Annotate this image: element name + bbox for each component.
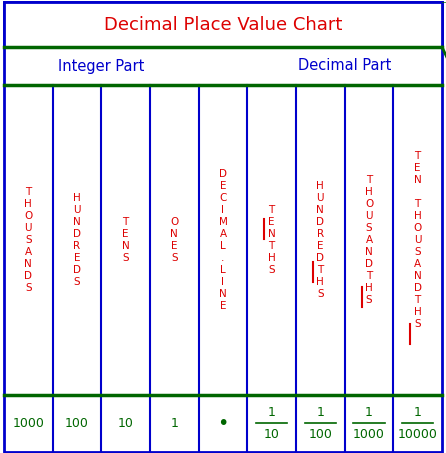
- Text: T
E
N
T
H
S: T E N T H S: [268, 205, 276, 275]
- Text: Decimal Part: Decimal Part: [298, 58, 391, 73]
- Text: T
E
N
S: T E N S: [122, 217, 129, 263]
- Text: Integer Part: Integer Part: [58, 58, 145, 73]
- Text: •: •: [217, 414, 229, 433]
- Text: T
H
O
U
S
A
N
D
T
H
S: T H O U S A N D T H S: [365, 175, 373, 305]
- Text: Decimal Place Value Chart: Decimal Place Value Chart: [104, 15, 342, 34]
- Text: 1: 1: [316, 406, 324, 419]
- Text: H
U
N
D
R
E
D
S: H U N D R E D S: [73, 193, 81, 287]
- Text: 100: 100: [308, 429, 332, 442]
- Text: H
U
N
D
R
E
D
T
H
S: H U N D R E D T H S: [316, 181, 324, 299]
- Text: 1: 1: [170, 417, 178, 430]
- Bar: [4, 2, 442, 47]
- Text: T
E
N
 
T
H
O
U
S
A
N
D
T
H
S: T E N T H O U S A N D T H S: [413, 151, 422, 329]
- Text: 1000: 1000: [12, 417, 44, 430]
- Text: 100: 100: [65, 417, 89, 430]
- Text: 1: 1: [414, 406, 421, 419]
- Text: D
E
C
I
M
A
L
.
L
I
N
E: D E C I M A L . L I N E: [219, 169, 227, 311]
- Text: 1000: 1000: [353, 429, 385, 442]
- Text: 10000: 10000: [398, 429, 438, 442]
- Text: T
H
O
U
S
A
N
D
S: T H O U S A N D S: [24, 187, 33, 293]
- Text: O
N
E
S: O N E S: [170, 217, 178, 263]
- Text: 10: 10: [118, 417, 134, 430]
- Text: 1: 1: [365, 406, 373, 419]
- Text: 10: 10: [264, 429, 280, 442]
- Text: 1: 1: [268, 406, 276, 419]
